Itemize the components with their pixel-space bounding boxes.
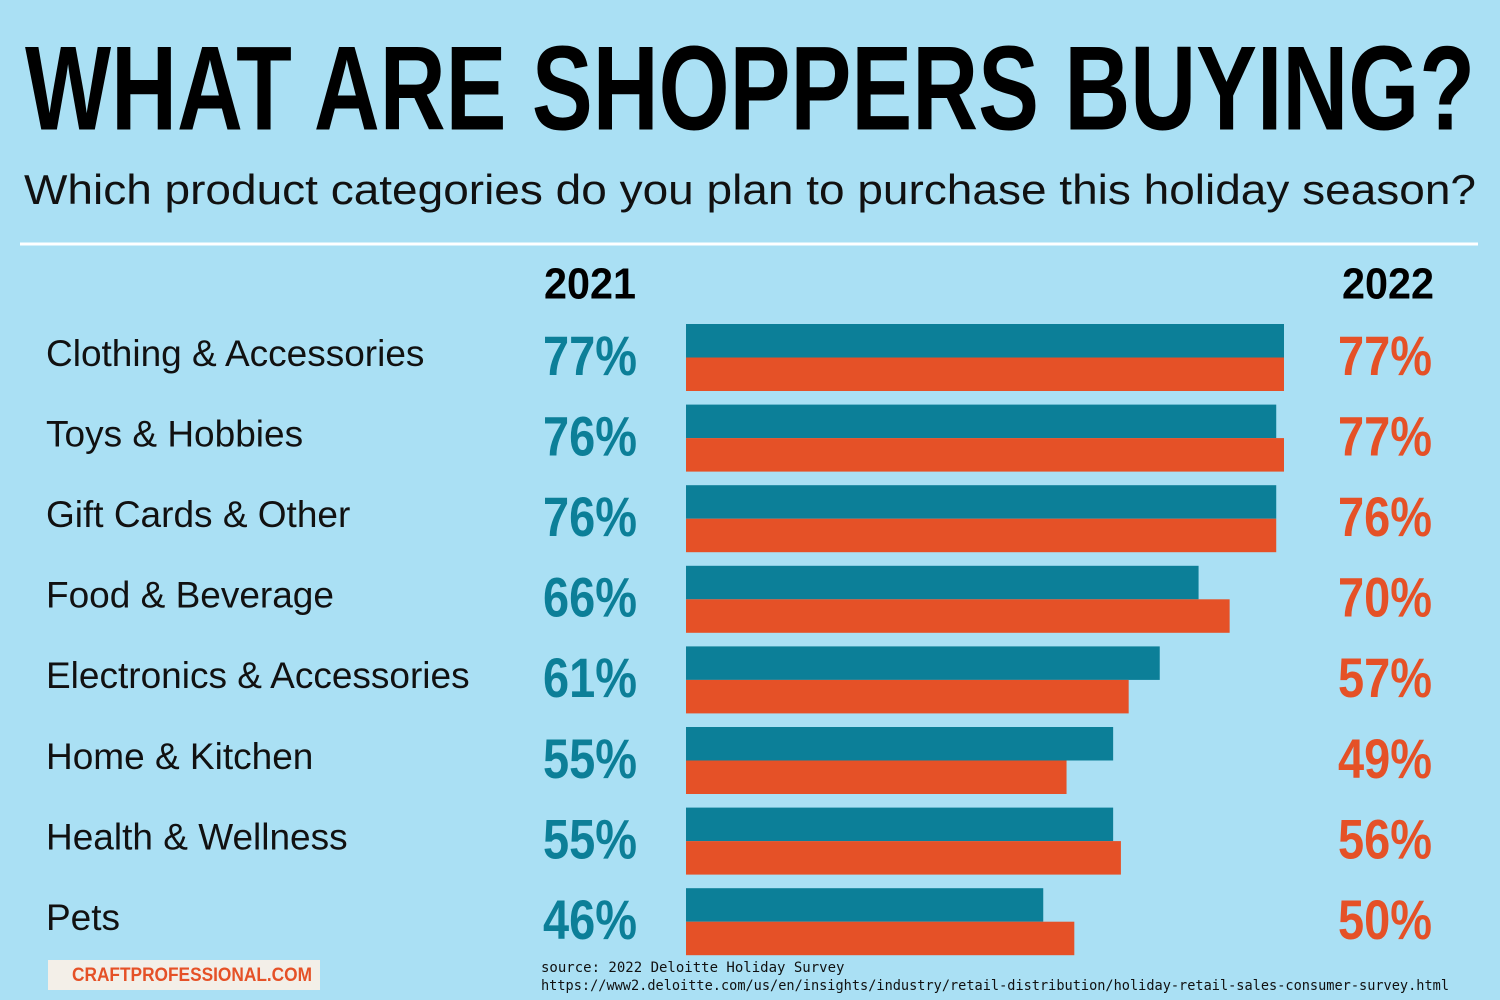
bar xyxy=(686,679,1129,714)
series-header: 2021 xyxy=(544,260,636,309)
bar xyxy=(686,921,1075,956)
value-label: 66% xyxy=(543,566,637,629)
bar xyxy=(686,324,1284,358)
category-label: Gift Cards & Other xyxy=(46,494,350,535)
bar xyxy=(686,599,1230,633)
bar xyxy=(686,518,1277,553)
category-label: Clothing & Accessories xyxy=(46,333,424,374)
value-label: 50% xyxy=(1338,888,1432,951)
chart-title: WHAT ARE SHOPPERS BUYING? xyxy=(25,22,1475,156)
value-label: 55% xyxy=(543,727,637,790)
series-header: 2022 xyxy=(1342,260,1434,309)
value-label: 76% xyxy=(543,404,637,467)
value-label: 56% xyxy=(1338,807,1432,870)
value-label: 46% xyxy=(543,888,637,951)
bar xyxy=(686,807,1114,842)
value-label: 77% xyxy=(1338,324,1432,387)
bar xyxy=(686,438,1284,472)
bar xyxy=(686,727,1114,761)
source-url: https://www2.deloitte.com/us/en/insights… xyxy=(541,978,1449,994)
logo-text: CRAFTPROFESSIONAL.COM xyxy=(72,965,312,986)
category-label: Food & Beverage xyxy=(46,575,334,616)
source-note: source: 2022 Deloitte Holiday Survey xyxy=(541,960,844,976)
value-label: 61% xyxy=(543,646,637,709)
bar xyxy=(686,760,1067,794)
category-label: Toys & Hobbies xyxy=(46,413,303,454)
value-label: 76% xyxy=(543,485,637,548)
chart-subtitle: Which product categories do you plan to … xyxy=(24,166,1476,213)
value-label: 49% xyxy=(1338,727,1432,790)
logo-box xyxy=(48,960,320,990)
value-label: 77% xyxy=(1338,404,1432,467)
value-label: 70% xyxy=(1338,566,1432,629)
bar xyxy=(686,485,1277,519)
category-label: Electronics & Accessories xyxy=(46,655,470,696)
value-label: 77% xyxy=(543,324,637,387)
bar xyxy=(686,888,1044,922)
category-label: Health & Wellness xyxy=(46,816,348,857)
value-label: 76% xyxy=(1338,485,1432,548)
bar xyxy=(686,565,1199,600)
value-label: 55% xyxy=(543,807,637,870)
bar xyxy=(686,404,1277,439)
bar xyxy=(686,646,1160,680)
bar xyxy=(686,841,1121,875)
bar xyxy=(686,357,1284,391)
value-label: 57% xyxy=(1338,646,1432,709)
category-label: Home & Kitchen xyxy=(46,736,313,777)
category-label: Pets xyxy=(46,897,120,938)
